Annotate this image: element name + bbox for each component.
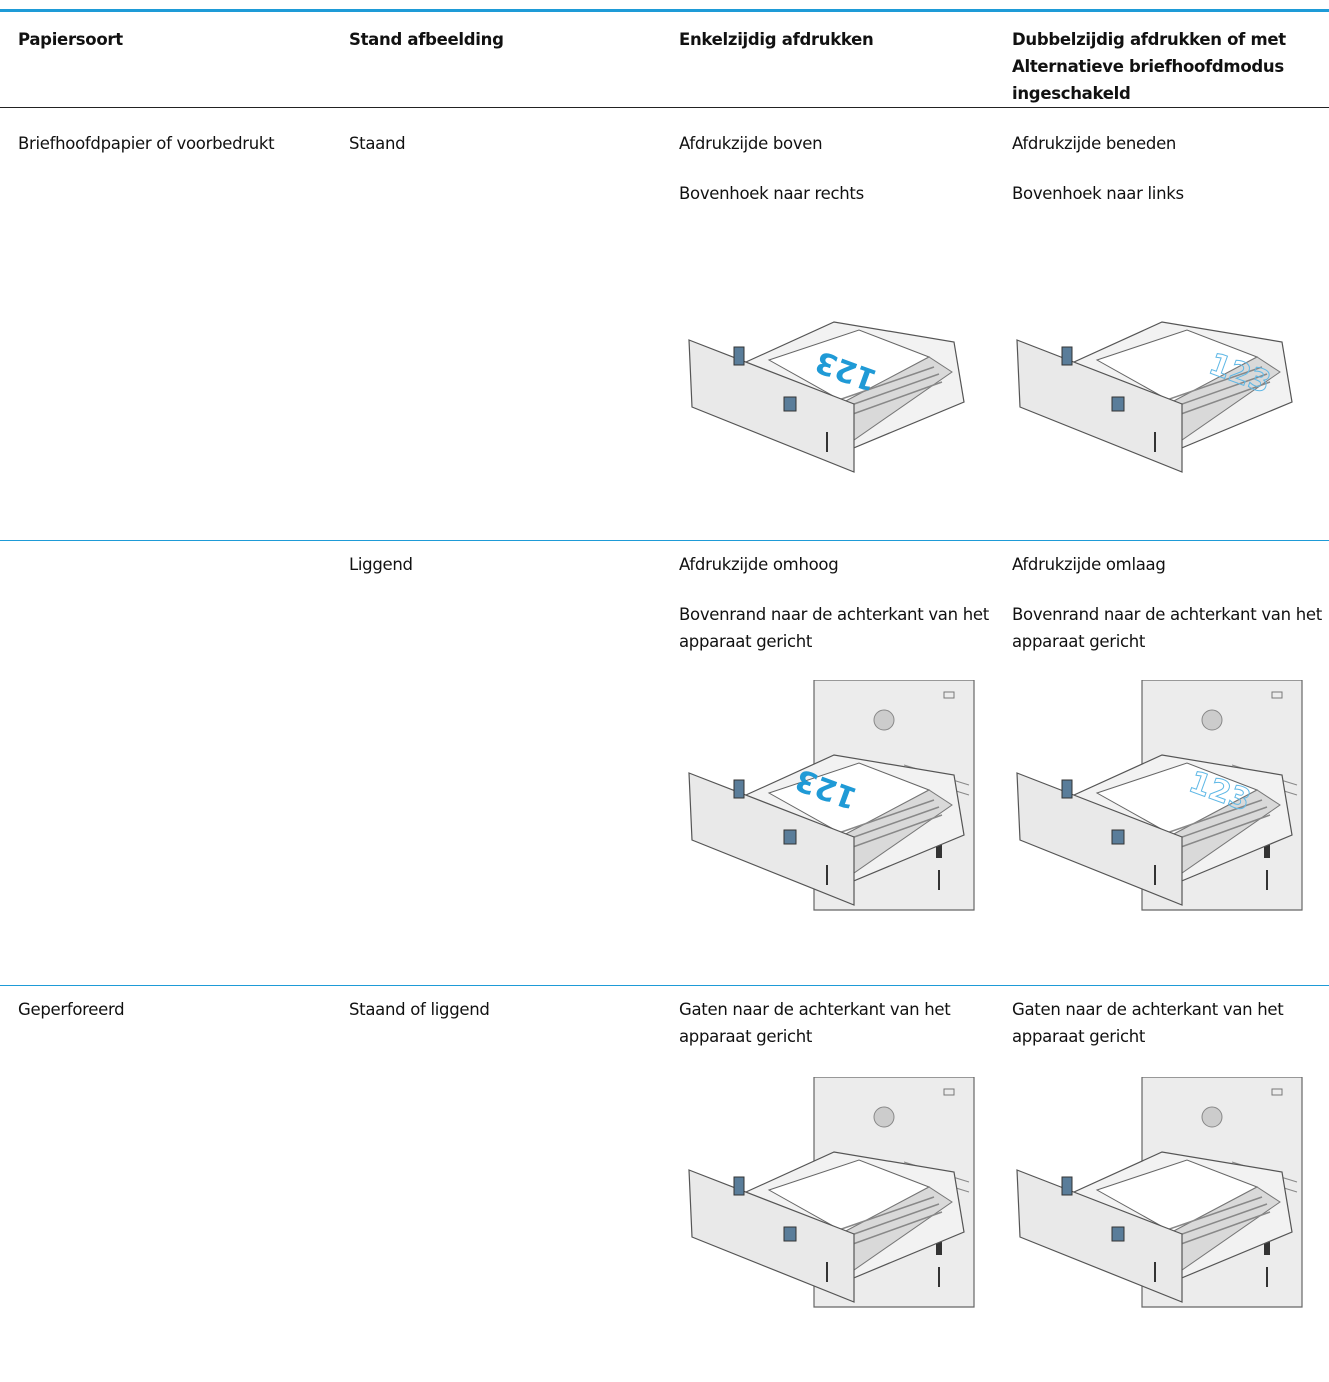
header-cell: Dubbelzijdig afdrukken of met Alternatie…: [1012, 30, 1286, 103]
cell-text: Briefhoofdpapier of voorbedrukt: [18, 134, 275, 153]
tray-illustration: 123: [684, 680, 984, 915]
cell-text: Afdrukzijde omhoog: [679, 555, 839, 574]
cell-text: Gaten naar de achterkant van het apparaa…: [1012, 1000, 1284, 1046]
cell-text: Gaten naar de achterkant van het apparaa…: [679, 1000, 951, 1046]
cell-text: Afdrukzijde beneden: [1012, 134, 1177, 153]
cell-text: Bovenhoek naar rechts: [679, 184, 864, 203]
cell-text: Bovenrand naar de achterkant van het app…: [1012, 605, 1322, 651]
header-rule: [0, 107, 1329, 108]
cell-text: Staand: [349, 134, 406, 153]
tray-illustration: 123: [1016, 321, 1293, 473]
cell-text: Bovenhoek naar links: [1012, 184, 1184, 203]
cell-text: Staand of liggend: [349, 1000, 490, 1019]
row-rule: [0, 985, 1329, 986]
tray-illustration: 123: [1012, 680, 1312, 915]
header-cell: Stand afbeelding: [349, 30, 504, 49]
tray-illustration: [684, 1077, 984, 1312]
tray-illustration: [1012, 1077, 1312, 1312]
row-rule: [0, 540, 1329, 541]
tray-illustration: 123: [688, 321, 965, 473]
cell-text: Afdrukzijde boven: [679, 134, 823, 153]
cell-text: Bovenrand naar de achterkant van het app…: [679, 605, 989, 651]
cell-text: Liggend: [349, 555, 413, 574]
cell-text: Geperforeerd: [18, 1000, 125, 1019]
header-cell: Papiersoort: [18, 30, 123, 49]
header-cell: Enkelzijdig afdrukken: [679, 30, 874, 49]
top-rule: [0, 9, 1329, 12]
cell-text: Afdrukzijde omlaag: [1012, 555, 1166, 574]
